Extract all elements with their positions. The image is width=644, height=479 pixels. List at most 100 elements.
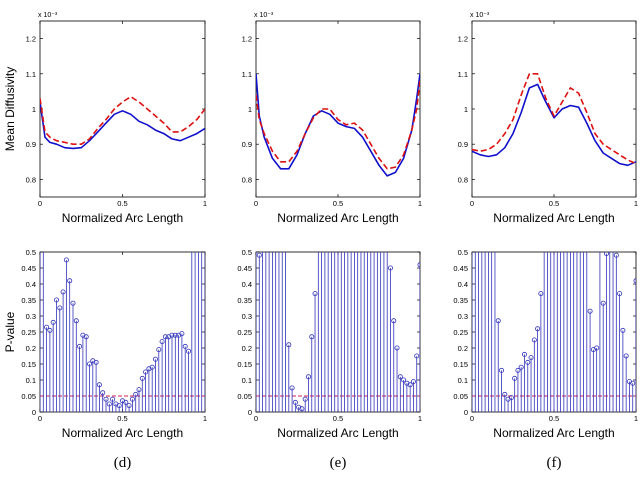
y-tick-label: 0.25 [237,328,252,337]
y-tick-label: 0.5 [242,248,252,257]
x-axis-label: Normalized Arc Length [493,426,614,440]
stem-marker [123,399,129,405]
stem-marker [136,387,142,393]
stem-marker [57,305,63,311]
stem-marker [525,359,531,365]
axis-exponent-label: x 10⁻³ [254,12,274,19]
stem-marker [401,377,407,383]
stem-marker [633,278,636,284]
stem-marker [309,334,315,340]
y-tick-label: 1.2 [26,35,36,44]
y-tick-label: 0.05 [237,392,252,401]
stem-marker [103,396,109,402]
series-line-dashed [256,80,420,170]
y-tick-label: 0.4 [242,280,252,289]
y-tick-label: 0 [464,408,468,417]
y-tick-label: 0.05 [21,392,36,401]
y-tick-label: 1.1 [26,70,36,79]
x-tick-label: 0 [470,414,474,423]
stem-marker [587,308,593,314]
y-tick-label: 0.2 [242,344,252,353]
stem-marker [172,332,178,338]
stem-marker [417,262,420,268]
y-tick-label: 0.35 [21,296,36,305]
series-line-solid [40,101,205,150]
y-axis-label: Mean Diffusivity [3,67,17,151]
plot-frame [255,20,421,198]
stem-marker [54,297,60,303]
x-tick-label: 1 [203,199,207,208]
stem-marker [508,395,514,401]
series-line-solid [472,83,636,167]
y-axis-label: P-value [3,311,17,352]
stem-marker [623,353,629,359]
y-tick-label: 0.5 [26,248,36,257]
chart-panel-4: 0 0.05 0.1 0.15 0.2 0.25 0.3 0.35 0.4 0.45 0.5 0 0.5… [3,248,207,471]
stem-marker [289,385,295,391]
stem-marker [133,391,139,397]
stem-marker [185,348,191,354]
x-tick-label: 0 [38,199,42,208]
stem-marker [63,257,69,263]
stem-marker [600,300,606,306]
stem-marker [512,375,518,381]
y-tick-label: 0.45 [21,264,36,273]
y-tick-label: 0.2 [458,344,468,353]
stem-marker [60,289,66,295]
stem-marker [152,356,158,362]
stem-marker [44,324,50,330]
y-tick-label: 0.8 [242,175,252,184]
x-axis-label: Normalized Arc Length [277,426,398,440]
stem-marker [77,343,83,349]
stem-marker [538,291,544,297]
chart-panel-2: 0.8 0.9 1 1.1 1.2 0 0.5 1 x 10⁻³ Normalized Arc L… [242,12,423,267]
stem-marker [156,347,162,353]
x-tick-label: 0.5 [333,414,343,423]
y-tick-label: 1 [248,105,252,114]
stem-marker [182,343,188,349]
y-tick-label: 0.1 [242,376,252,385]
x-tick-label: 0.5 [549,199,559,208]
axis-exponent-label: x 10⁻³ [470,12,490,19]
plot-frame [39,20,206,198]
y-tick-label: 1.1 [242,70,252,79]
stem-marker [630,380,636,386]
y-tick-label: 0.2 [26,344,36,353]
y-tick-label: 0.15 [237,360,252,369]
y-tick-label: 0.4 [26,280,36,289]
y-tick-label: 1 [464,105,468,114]
stem-marker [96,382,102,388]
y-tick-label: 0.8 [26,175,36,184]
x-axis-label: Normalized Arc Length [493,211,614,225]
x-tick-label: 0.5 [117,414,127,423]
y-tick-label: 0.15 [21,360,36,369]
y-tick-label: 0.15 [453,360,468,369]
x-axis-label: Normalized Arc Length [62,211,183,225]
plot-area [256,252,420,412]
stem-marker [502,391,508,397]
stem-marker [531,337,537,343]
stem-marker [87,361,93,367]
stem-marker [603,252,609,257]
stem-marker [179,331,185,337]
stem-marker [312,291,318,297]
x-axis-label: Normalized Arc Length [62,426,183,440]
y-tick-label: 1.1 [458,70,468,79]
y-tick-label: 0.45 [453,264,468,273]
stem-marker [302,396,308,402]
stem-marker [407,382,413,388]
y-tick-label: 0.1 [458,376,468,385]
plot-area [256,73,420,177]
stem-marker [143,369,149,375]
stem-marker [67,278,73,284]
stem-marker [397,374,403,380]
chart-panel-6: 0 0.05 0.1 0.15 0.2 0.25 0.3 0.35 0.4 0.45 0.5 0 0.5… [453,248,638,471]
y-tick-label: 0.9 [26,140,36,149]
y-tick-label: 0.4 [458,280,468,289]
x-tick-label: 1 [418,414,422,423]
series-line-dashed [472,73,636,165]
stem-marker [169,332,175,338]
stem-marker [528,355,534,361]
panel-caption: (f) [547,455,562,471]
stem-marker [47,327,53,333]
